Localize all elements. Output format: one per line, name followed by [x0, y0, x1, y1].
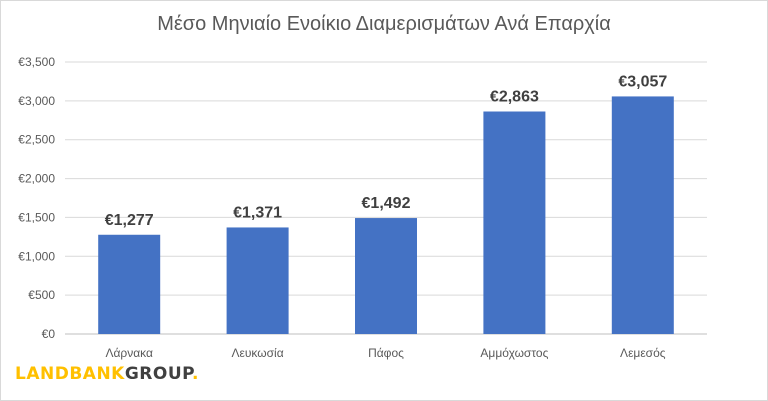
y-tick-label: €3,000 [18, 94, 55, 108]
x-axis-tick-labels: Λάρνακα Λευκωσία Πάφος Αμμόχωστος Λεμεσός [105, 346, 665, 360]
y-tick-label: €2,500 [18, 133, 55, 147]
y-tick-label: €1,500 [18, 210, 55, 224]
y-tick-label: €3,500 [18, 55, 55, 69]
bars [98, 96, 674, 334]
chart-title: Μέσο Μηνιαίο Ενοίκιο Διαμερισμάτων Ανά Ε… [157, 13, 611, 35]
data-label: €1,371 [233, 204, 282, 221]
bar [483, 111, 546, 334]
bar [98, 234, 161, 334]
bar [226, 227, 289, 334]
y-tick-label: €0 [42, 327, 56, 341]
data-label: €2,863 [490, 89, 539, 106]
bar [611, 96, 674, 334]
x-tick-label: Πάφος [368, 346, 404, 360]
logo-text-landbank: LANDBANK [15, 364, 125, 384]
y-tick-label: €500 [28, 288, 55, 302]
x-tick-label: Λεμεσός [620, 346, 666, 360]
y-tick-label: €1,000 [18, 249, 55, 263]
data-label: €1,492 [362, 195, 411, 212]
x-tick-label: Λευκωσία [232, 346, 284, 360]
logo-dot: . [191, 364, 199, 384]
y-axis-tick-labels: €0 €500 €1,000 €1,500 €2,000 €2,500 €3,000 €3,5… [18, 55, 55, 341]
x-tick-label: Λάρνακα [105, 346, 153, 360]
data-label: €3,057 [618, 73, 667, 90]
bar [355, 218, 417, 334]
x-tick-label: Αμμόχωστος [480, 346, 548, 360]
logo-text-group: GROUP [124, 364, 192, 384]
y-tick-label: €2,000 [18, 172, 55, 186]
data-label: €1,277 [105, 212, 154, 229]
landbank-group-logo: LANDBANKGROUP. [15, 364, 199, 384]
data-labels: €1,277 €1,371 €1,492 €2,863 €3,057 [105, 73, 668, 228]
